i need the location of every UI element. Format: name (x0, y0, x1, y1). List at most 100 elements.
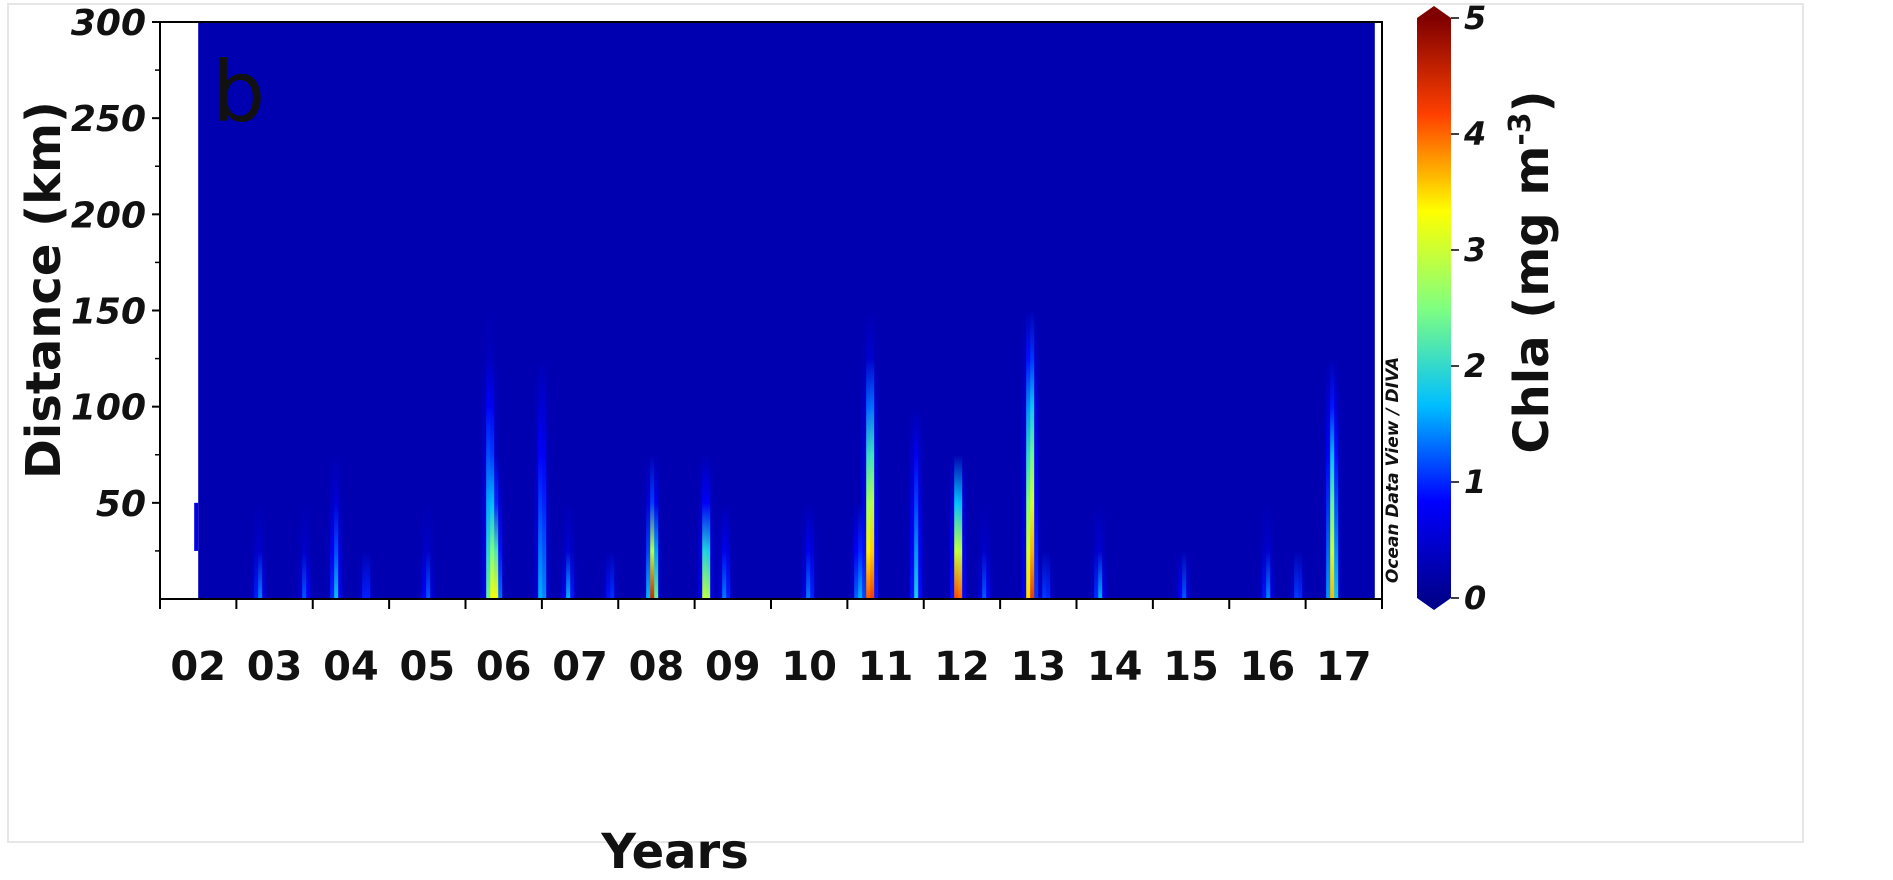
heatmap-column (546, 22, 551, 599)
heatmap-column (1018, 22, 1023, 599)
heatmap-column (838, 22, 843, 599)
heatmap-column (522, 22, 527, 599)
heatmap-column (686, 22, 691, 599)
heatmap-column (1262, 22, 1267, 599)
heatmap-column (606, 22, 611, 599)
colorbar-title-text: Chla (mg m (1504, 146, 1560, 454)
panel-label: b (212, 43, 265, 141)
heatmap-column (462, 22, 467, 599)
heatmap-column (630, 22, 635, 599)
heatmap-column (770, 22, 775, 599)
heatmap-column (310, 22, 315, 599)
heatmap-column (234, 22, 239, 599)
heatmap-column (694, 22, 699, 599)
heatmap-column (830, 22, 835, 599)
x-tick-label: 07 (552, 644, 608, 690)
heatmap-column (706, 22, 711, 599)
heatmap-column (506, 22, 511, 599)
heatmap-column (410, 22, 415, 599)
heatmap-column (1150, 22, 1155, 599)
heatmap-column (750, 22, 755, 599)
plot-area (159, 21, 1383, 600)
heatmap-column (1298, 22, 1303, 599)
heatmap-column (486, 22, 491, 599)
heatmap-column (638, 22, 643, 599)
heatmap-column (650, 22, 655, 599)
heatmap-column (530, 22, 535, 599)
heatmap-column (1126, 22, 1131, 599)
heatmap-column (810, 22, 815, 599)
heatmap-column (262, 22, 267, 599)
heatmap-column (714, 22, 719, 599)
heatmap-column (1130, 22, 1135, 599)
x-tick-label: 14 (1087, 644, 1143, 690)
heatmap-column (334, 22, 339, 599)
heatmap-column (1310, 22, 1315, 599)
heatmap-column (1070, 22, 1075, 599)
heatmap-column (518, 22, 523, 599)
heatmap-column (926, 22, 931, 599)
heatmap-column (526, 22, 531, 599)
heatmap-column (842, 22, 847, 599)
heatmap-column (326, 22, 331, 599)
heatmap-column (1242, 22, 1247, 599)
heatmap-column (418, 22, 423, 599)
heatmap-column (1174, 22, 1179, 599)
colorbar-gradient (1417, 18, 1451, 598)
heatmap-column (626, 22, 631, 599)
heatmap-column (602, 22, 607, 599)
heatmap-column (978, 22, 983, 599)
heatmap-column (1306, 22, 1311, 599)
heatmap-column (914, 22, 919, 599)
heatmap-column (446, 22, 451, 599)
heatmap-column (562, 22, 567, 599)
heatmap-column (846, 22, 851, 599)
heatmap-column (862, 22, 867, 599)
heatmap-column (374, 22, 379, 599)
heatmap-column (314, 22, 319, 599)
heatmap-column (802, 22, 807, 599)
heatmap-column (998, 22, 1003, 599)
y-axis: 50 100 150 200 250 300 (71, 3, 160, 552)
heatmap-column (910, 22, 915, 599)
heatmap-column (726, 22, 731, 599)
heatmap-column (682, 22, 687, 599)
heatmap-column (386, 22, 391, 599)
heatmap-column (474, 22, 479, 599)
heatmap-column (734, 22, 739, 599)
heatmap-column (1014, 22, 1019, 599)
heatmap-column (690, 22, 695, 599)
heatmap-column (1034, 22, 1039, 599)
heatmap-column (398, 22, 403, 599)
heatmap-column (366, 22, 371, 599)
heatmap-column (666, 22, 671, 599)
heatmap-column (746, 22, 751, 599)
heatmap-column (1362, 22, 1367, 599)
heatmap-column (1042, 22, 1047, 599)
heatmap-column (634, 22, 639, 599)
heatmap-column (306, 22, 311, 599)
heatmap-column (874, 22, 879, 599)
heatmap-column (762, 22, 767, 599)
heatmap-column (198, 22, 203, 599)
heatmap-column (786, 22, 791, 599)
heatmap-column (222, 22, 227, 599)
heatmap-column (578, 22, 583, 599)
heatmap-column (382, 22, 387, 599)
heatmap-column (502, 22, 507, 599)
figure-frame (7, 3, 1804, 843)
heatmap-column (702, 22, 707, 599)
heatmap-column (1146, 22, 1151, 599)
colorbar-tick-label: 4 (1463, 115, 1486, 153)
heatmap-column (354, 22, 359, 599)
heatmap-column (722, 22, 727, 599)
heatmap-column (730, 22, 735, 599)
heatmap-column (1142, 22, 1147, 599)
heatmap-column (430, 22, 435, 599)
colorbar-tick-label: 1 (1464, 463, 1486, 501)
heatmap-column (1330, 22, 1335, 599)
heatmap-column (1274, 22, 1279, 599)
heatmap-column (1210, 22, 1215, 599)
colorbar-title-sup: -3 (1503, 112, 1538, 145)
heatmap-edge-cell (194, 502, 199, 551)
